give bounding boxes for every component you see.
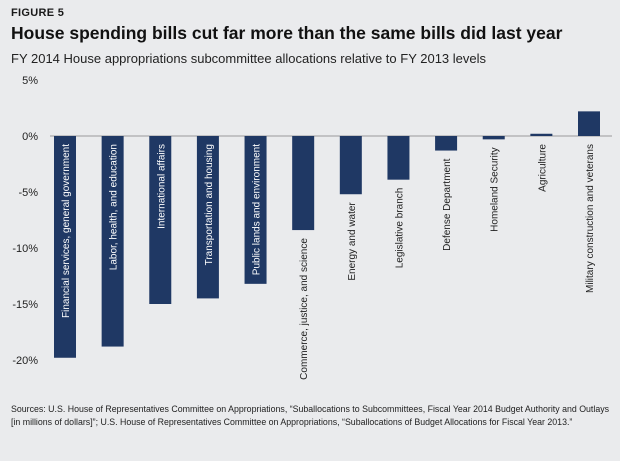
chart-subtitle: FY 2014 House appropriations subcommitte… — [11, 51, 487, 66]
bar — [530, 133, 553, 136]
category-label: Public lands and environment — [252, 144, 263, 275]
bar — [149, 136, 172, 304]
category-label: Legislative branch — [394, 188, 405, 269]
y-tick-label: -10% — [12, 243, 38, 255]
y-tick-label: -20% — [12, 355, 38, 367]
category-label: Transportation and housing — [204, 144, 215, 265]
bar — [54, 136, 76, 358]
category-labels: Financial services, general government La… — [61, 144, 596, 380]
y-tick-label: 5% — [22, 75, 38, 87]
category-label: Agriculture — [537, 144, 548, 192]
bar — [292, 136, 315, 231]
y-tick-label: -15% — [12, 299, 38, 311]
bar-chart: 5% 0% -5% -10% -15% -20% Financial services, … — [12, 75, 612, 380]
category-label: Financial services, general government — [61, 144, 72, 318]
category-label: Homeland Security — [490, 147, 501, 231]
category-label: Energy and water — [347, 202, 358, 281]
category-label: Labor, health, and education — [109, 144, 120, 270]
category-label: Defense Department — [442, 158, 453, 250]
sources-note: Sources: U.S. House of Representatives C… — [11, 404, 610, 427]
y-axis: 5% 0% -5% -10% -15% -20% — [12, 75, 38, 367]
bar — [387, 136, 410, 180]
chart-title: House spending bills cut far more than t… — [11, 23, 563, 43]
figure-label: FIGURE 5 — [11, 7, 65, 19]
bar — [435, 136, 458, 151]
bar — [244, 136, 267, 284]
y-tick-label: 0% — [22, 131, 38, 143]
bar — [196, 136, 219, 299]
bar — [339, 136, 362, 195]
bar — [482, 136, 505, 140]
bar — [101, 136, 124, 347]
category-label: Military construction and veterans — [585, 144, 596, 293]
category-label: International affairs — [156, 144, 167, 229]
y-tick-label: -5% — [18, 187, 38, 199]
category-label: Commerce, justice, and science — [299, 238, 310, 380]
bar — [578, 111, 600, 136]
bar-series — [54, 111, 600, 358]
